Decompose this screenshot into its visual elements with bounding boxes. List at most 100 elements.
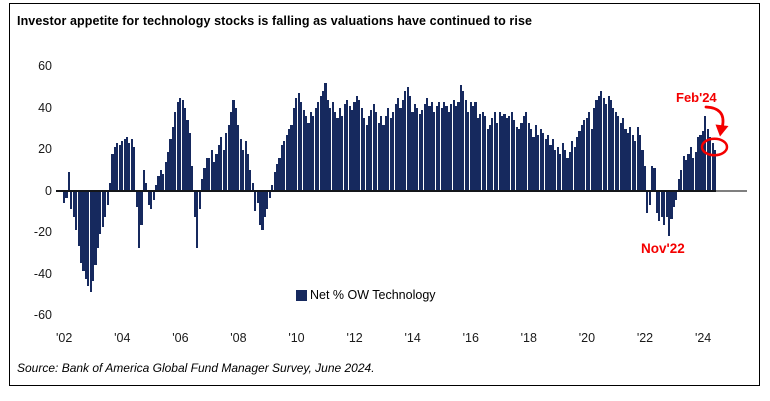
bar — [413, 103, 417, 191]
bar — [602, 97, 605, 191]
curved-arrow-icon — [704, 105, 725, 128]
bar — [568, 151, 571, 191]
bar — [503, 114, 506, 191]
bar — [67, 172, 70, 191]
zero-axis-line — [56, 189, 716, 193]
bar — [140, 192, 143, 226]
bar — [459, 85, 463, 191]
bar — [205, 157, 208, 191]
bar — [614, 112, 617, 191]
bar — [350, 110, 354, 191]
bar — [421, 110, 424, 191]
bar — [493, 112, 496, 191]
bar — [246, 153, 250, 191]
bar — [663, 192, 666, 226]
bar — [116, 143, 119, 191]
y-tick-label: 0 — [45, 183, 52, 198]
bar — [537, 134, 540, 191]
bar — [622, 118, 625, 191]
bar — [353, 101, 356, 191]
annotation-arrow-and-circle — [700, 105, 729, 157]
bar — [440, 108, 443, 191]
bar — [338, 108, 342, 191]
bar — [447, 112, 450, 191]
bar — [631, 134, 634, 191]
bar — [215, 153, 218, 191]
bar — [169, 139, 172, 191]
bar — [643, 166, 646, 191]
bar — [484, 116, 487, 191]
bar — [580, 124, 584, 191]
bar — [655, 192, 659, 213]
bar — [171, 126, 175, 191]
bar — [583, 120, 586, 191]
bar — [392, 112, 395, 191]
bar — [634, 141, 637, 191]
bar — [336, 118, 339, 191]
bar — [164, 161, 167, 191]
bar — [208, 157, 211, 191]
bar — [203, 168, 206, 191]
bar — [70, 192, 73, 209]
bar — [711, 143, 714, 191]
bar — [387, 108, 390, 191]
bar — [346, 99, 349, 191]
chart-frame — [9, 3, 760, 386]
x-axis-labels: '02 '04 '06 '08 '10 '12 '14 '16 '18 '20 '22 '24 — [56, 55, 743, 350]
x-tick-label: '10 — [288, 331, 305, 345]
bar — [290, 124, 293, 191]
bar — [636, 126, 639, 191]
bar — [617, 116, 620, 191]
bar — [699, 134, 702, 191]
x-tick-label: '22 — [636, 331, 654, 345]
bar — [457, 101, 460, 191]
bar — [280, 145, 283, 191]
bar — [111, 153, 114, 191]
bar — [154, 184, 158, 191]
bar — [578, 130, 581, 191]
legend: Net % OW Technology — [296, 288, 436, 302]
bar — [94, 192, 97, 265]
bar — [271, 184, 274, 191]
bar — [430, 101, 433, 191]
bar — [142, 170, 145, 191]
bar — [600, 91, 603, 191]
bar — [692, 157, 695, 191]
bar — [701, 130, 705, 191]
bar — [220, 137, 223, 191]
bar — [324, 83, 327, 191]
bar — [479, 114, 482, 191]
bar — [300, 101, 303, 191]
bar — [285, 134, 288, 191]
bar — [684, 159, 688, 191]
bar — [191, 166, 194, 191]
bar — [251, 182, 254, 191]
bar — [319, 95, 322, 191]
bar — [416, 108, 419, 191]
bar — [672, 192, 675, 207]
bar — [363, 118, 366, 191]
bar — [527, 122, 530, 191]
bar — [133, 147, 136, 191]
bar — [128, 143, 131, 191]
bar — [152, 192, 155, 201]
bar — [321, 91, 325, 191]
bar — [273, 172, 276, 191]
bar — [184, 108, 187, 191]
source-note: Source: Bank of America Global Fund Mana… — [17, 361, 375, 375]
bar — [106, 192, 109, 205]
bar — [186, 120, 189, 191]
bar — [585, 118, 588, 191]
bar — [498, 112, 501, 191]
bar — [547, 134, 550, 191]
y-tick-label: -60 — [33, 308, 52, 322]
bar — [370, 110, 373, 191]
legend-swatch-icon — [296, 289, 307, 301]
bar — [653, 168, 656, 191]
bar — [239, 139, 242, 191]
bar — [697, 137, 700, 191]
bar — [612, 108, 615, 191]
bar — [72, 192, 75, 218]
bar — [607, 95, 610, 191]
chart-title: Investor appetite for technology stocks … — [17, 14, 533, 28]
